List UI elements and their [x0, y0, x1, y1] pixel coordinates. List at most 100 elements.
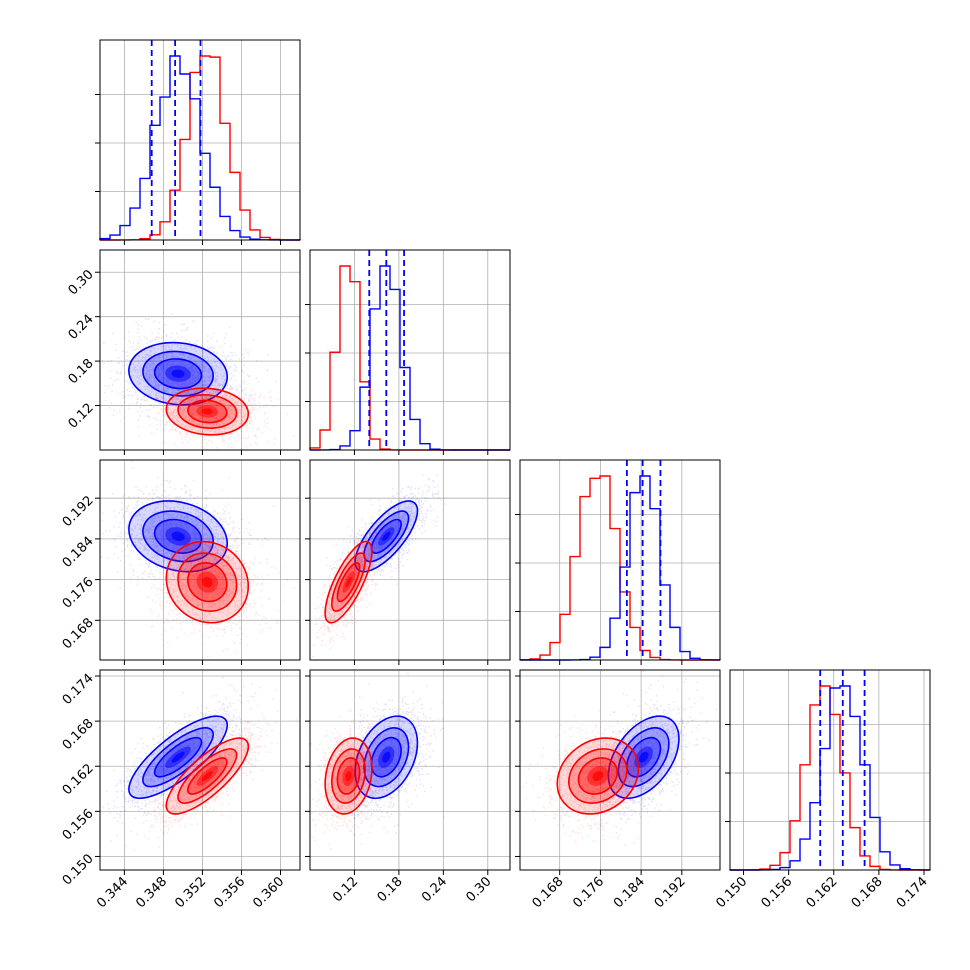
- red-contour: [324, 540, 373, 624]
- red-contour: [324, 737, 373, 815]
- panel-content: [100, 676, 297, 851]
- red-density-level: [201, 576, 213, 588]
- x-tick-label: 0.184: [611, 874, 648, 911]
- diagonal-panel-0: [95, 39, 301, 241]
- red-contour: [187, 757, 228, 795]
- panel-frame: [309, 669, 511, 871]
- red-contour: [177, 552, 238, 612]
- x-tick-label: 0.150: [713, 874, 750, 911]
- panel-0-1: [99, 249, 301, 451]
- red-density-level: [592, 770, 604, 782]
- red-contour: [177, 748, 238, 804]
- panel-2-3: [519, 669, 721, 871]
- blue-density-level: [171, 369, 185, 378]
- x-tick-label: 0.30: [464, 874, 495, 905]
- panel-1-3: [309, 669, 511, 871]
- red-scatter: [119, 359, 295, 450]
- red-histogram: [309, 265, 510, 451]
- blue-contour: [363, 510, 410, 563]
- blue-contour: [354, 500, 419, 573]
- y-tick-label: 0.176: [60, 575, 97, 612]
- panel-1-2: [309, 459, 511, 661]
- blue-scatter: [575, 670, 718, 844]
- red-contour: [556, 737, 640, 815]
- red-contour: [187, 399, 228, 424]
- x-tick-label: 0.344: [94, 874, 131, 911]
- x-tick-label: 0.192: [652, 874, 689, 911]
- x-tick-label: 0.168: [849, 874, 886, 911]
- x-tick-label: 0.356: [211, 874, 248, 911]
- panel-frame: [519, 459, 721, 661]
- x-tick-label: 0.162: [804, 874, 841, 911]
- panel-content: [310, 474, 446, 660]
- red-contour: [165, 540, 250, 624]
- blue-scatter: [100, 676, 274, 842]
- blue-contour: [153, 358, 203, 390]
- x-tick-label: 0.176: [570, 874, 607, 911]
- y-tick-label: 0.174: [60, 671, 97, 708]
- panel-content: [100, 460, 295, 657]
- x-tick-label: 0.156: [759, 874, 796, 911]
- blue-density-level: [171, 531, 185, 542]
- red-density-level: [201, 770, 213, 782]
- panel-content: [310, 672, 445, 850]
- blue-scatter: [100, 460, 266, 598]
- y-tick-label: 0.30: [66, 267, 97, 298]
- red-density-level: [345, 770, 352, 782]
- red-density-level: [201, 408, 213, 415]
- blue-contour: [370, 736, 402, 778]
- y-tick-label: 0.168: [60, 716, 97, 753]
- red-contour: [165, 387, 250, 436]
- y-tick-label: 0.184: [60, 534, 97, 571]
- diagonal-panel-1: [305, 249, 511, 451]
- x-tick-label: 0.168: [530, 874, 567, 911]
- y-tick-label: 0.162: [60, 761, 97, 798]
- blue-contour: [128, 341, 229, 406]
- diagonal-panel-2: [515, 459, 721, 661]
- panel-frame: [309, 459, 511, 661]
- panel-frame: [99, 459, 301, 661]
- panel-0-3: [99, 669, 301, 871]
- panel-frame: [729, 669, 931, 871]
- red-density-level: [345, 576, 352, 588]
- red-contour: [577, 757, 619, 795]
- red-contour: [187, 561, 228, 603]
- panel-frame: [99, 669, 301, 871]
- y-tick-label: 0.156: [60, 806, 97, 843]
- y-tick-label: 0.168: [60, 615, 97, 652]
- y-tick-label: 0.192: [60, 493, 97, 530]
- y-tick-label: 0.24: [66, 312, 97, 343]
- panel-frame: [99, 249, 301, 451]
- x-tick-label: 0.348: [133, 874, 170, 911]
- panel-content: [522, 670, 718, 846]
- panel-frame: [519, 669, 721, 871]
- blue-contour: [128, 500, 229, 573]
- blue-contour: [354, 715, 419, 800]
- y-tick-label: 0.150: [60, 852, 97, 889]
- blue-contour: [153, 518, 203, 554]
- red-scatter: [310, 499, 402, 660]
- blue-contour: [153, 736, 203, 778]
- x-tick-label: 0.24: [419, 874, 450, 905]
- red-contour: [165, 737, 250, 815]
- blue-density-level: [382, 531, 391, 542]
- red-contour: [336, 561, 361, 603]
- panel-frame: [99, 39, 301, 241]
- blue-density-level: [171, 751, 185, 763]
- red-contour: [177, 394, 238, 429]
- blue-density-level: [638, 751, 649, 763]
- blue-contour: [370, 518, 402, 554]
- x-tick-label: 0.352: [172, 874, 209, 911]
- blue-histogram: [730, 685, 931, 871]
- blue-density-level: [382, 751, 391, 763]
- panel-content: [100, 313, 295, 450]
- red-contour: [336, 757, 361, 795]
- red-contour: [568, 748, 628, 804]
- panel-frame: [309, 249, 511, 451]
- diagonal-panel-3: [725, 669, 931, 871]
- x-tick-label: 0.18: [375, 874, 406, 905]
- red-contour: [331, 748, 366, 804]
- x-tick-label: 0.174: [894, 874, 931, 911]
- blue-histogram: [520, 475, 721, 661]
